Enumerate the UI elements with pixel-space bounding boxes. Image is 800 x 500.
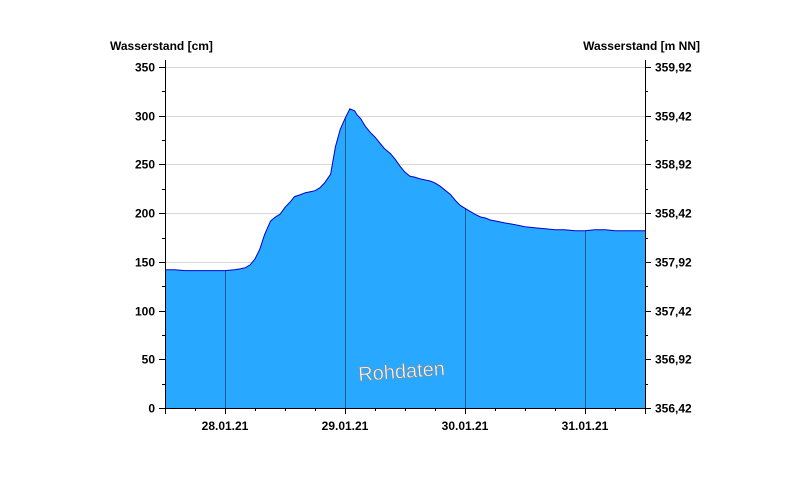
y-left-tick-label: 0 [148,402,155,416]
y-left-tick-label: 200 [135,207,155,221]
x-tick-label: 29.01.21 [322,419,369,433]
y-left-tick-label: 50 [142,353,156,367]
y-right-tick-label: 359,42 [655,110,692,124]
y-axis-right-title: Wasserstand [m NN] [583,39,700,53]
y-left-tick-label: 300 [135,110,155,124]
y-right-tick-label: 358,92 [655,158,692,172]
x-tick-label: 31.01.21 [562,419,609,433]
y-axis-left-title: Wasserstand [cm] [110,39,213,53]
y-left-tick-label: 100 [135,305,155,319]
y-right-tick-label: 358,42 [655,207,692,221]
y-left-tick-label: 250 [135,158,155,172]
y-right-tick-label: 357,92 [655,256,692,270]
day-separator-lines [225,118,586,408]
tick-labels: 0 356,42 50 356,92 100 357,42 150 357,92 200 358,… [135,61,692,434]
water-level-line [165,108,645,272]
x-tick-label: 30.01.21 [442,419,489,433]
x-tick-label: 28.01.21 [202,419,249,433]
water-level-area [165,108,645,409]
y-right-tick-label: 356,92 [655,353,692,367]
y-right-tick-label: 359,92 [655,61,692,75]
y-left-tick-label: 350 [135,61,155,75]
y-right-tick-label: 356,42 [655,402,692,416]
y-right-tick-label: 357,42 [655,305,692,319]
y-left-tick-label: 150 [135,256,155,270]
tick-marks [159,67,651,414]
